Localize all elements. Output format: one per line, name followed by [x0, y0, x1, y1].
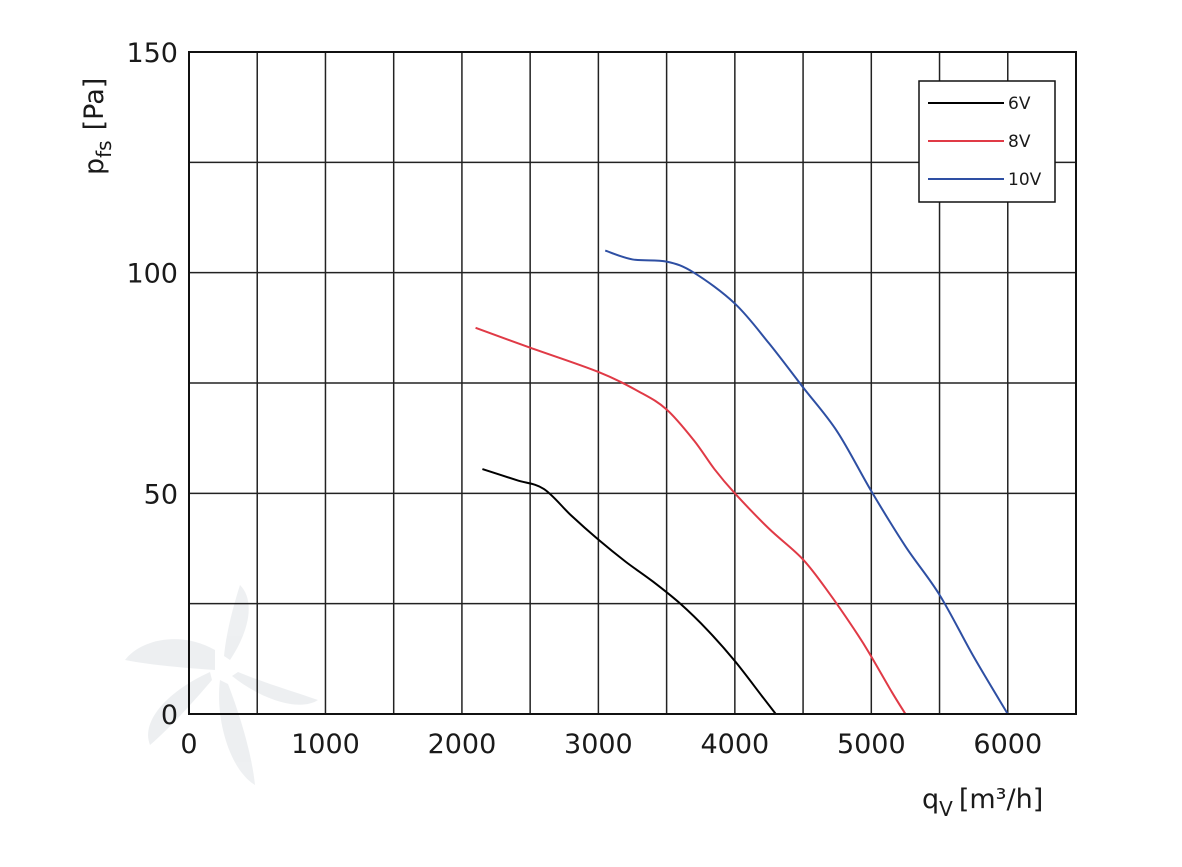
x-tick-label: 2000 — [428, 729, 497, 760]
series-layer — [475, 249, 1009, 715]
x-tick-label: 6000 — [973, 729, 1042, 760]
legend: 6V 8V 10V — [918, 80, 1056, 203]
y-tick-label: 50 — [144, 479, 178, 510]
y-tick-label: 150 — [126, 38, 178, 69]
series-line-10v — [604, 249, 1009, 715]
legend-label-8v: 8V — [1008, 132, 1031, 152]
y-axis-label: pfs [Pa] — [79, 78, 116, 175]
x-tick-label: 5000 — [837, 729, 906, 760]
x-tick-label: 0 — [180, 729, 197, 760]
x-axis-label-sub: V — [939, 797, 953, 821]
y-axis-label-sub: fs — [92, 140, 116, 157]
y-axis-label-unit: [Pa] — [79, 78, 110, 131]
x-axis-label-unit: [m³/h] — [959, 784, 1043, 815]
y-tick-labels: 0 50 100 150 — [126, 38, 178, 731]
plot-frame — [188, 51, 1077, 715]
x-tick-label: 4000 — [700, 729, 769, 760]
legend-label-10v: 10V — [1008, 170, 1042, 190]
x-tick-label: 3000 — [564, 729, 633, 760]
y-axis-label-main: p — [79, 158, 110, 175]
legend-label-6v: 6V — [1008, 94, 1031, 114]
series-line-6v — [482, 468, 777, 715]
series-line-8v — [475, 326, 907, 715]
x-axis-label: qV [m³/h] — [922, 784, 1043, 821]
legend-items: 6V 8V 10V — [928, 94, 1042, 190]
y-tick-label: 100 — [126, 259, 178, 290]
x-tick-label: 1000 — [291, 729, 360, 760]
x-axis-label-main: q — [922, 784, 939, 815]
watermark-logo — [125, 585, 318, 785]
x-tick-labels: 0 1000 2000 3000 4000 5000 6000 — [180, 729, 1042, 760]
y-tick-label: 0 — [161, 700, 178, 731]
